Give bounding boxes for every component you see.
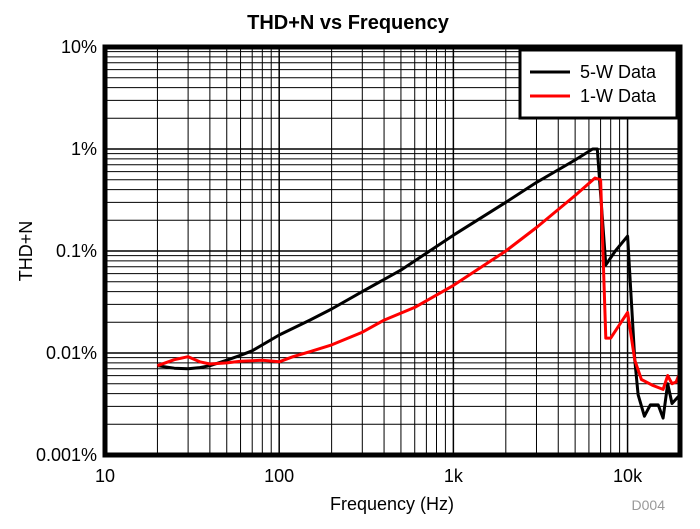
chart-title: THD+N vs Frequency (247, 12, 450, 34)
y-tick-label: 0.01% (46, 343, 97, 363)
y-tick-label: 10% (61, 37, 97, 57)
x-tick-label: 1k (444, 466, 464, 486)
y-axis-label: THD+N (16, 221, 36, 282)
y-tick-label: 1% (71, 139, 97, 159)
series-line-5-w-data (157, 147, 682, 420)
legend-label: 5-W Data (580, 62, 657, 82)
legend: 5-W Data 1-W Data (518, 48, 679, 120)
y-tick-label: 0.1% (56, 241, 97, 261)
series-line-1-w-data (156, 176, 682, 391)
x-tick-label: 100 (264, 466, 294, 486)
plot-frame (102, 44, 683, 458)
x-tick-label: 10 (95, 466, 115, 486)
x-axis-label: Frequency (Hz) (330, 494, 454, 514)
y-tick-labels: 0.001% 0.01% 0.1% 1% 10% (36, 37, 97, 465)
series-lines (156, 147, 682, 420)
y-tick-label: 0.001% (36, 445, 97, 465)
x-tick-label: 10k (613, 466, 643, 486)
legend-label: 1-W Data (580, 86, 657, 106)
x-tick-labels: 10 100 1k 10k (95, 466, 643, 486)
grid (104, 47, 681, 456)
watermark: D004 (632, 497, 666, 513)
legend-box (518, 48, 679, 120)
